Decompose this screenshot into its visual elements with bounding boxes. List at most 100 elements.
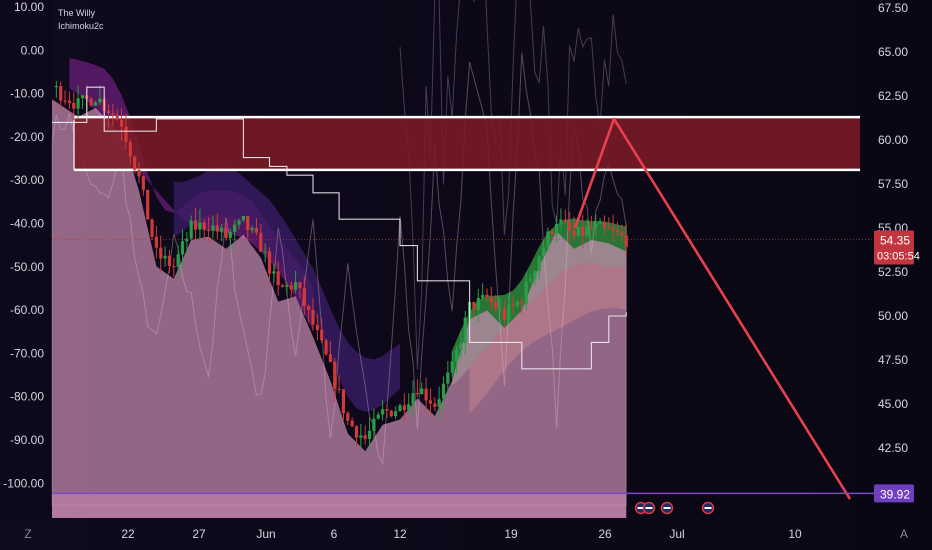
candle-body [189,220,193,239]
candle-body [54,86,58,88]
candle-body [263,251,267,253]
candle-body [472,301,476,310]
indicator-label-willy: The Willy [58,8,96,18]
candle-body [520,301,524,305]
left-axis-bg [0,0,52,518]
right-axis-tick: 67.50 [878,1,908,15]
candle-body [607,226,611,229]
candle-body [441,383,446,400]
candle-body [267,251,272,274]
candle-body [111,113,115,115]
candle-body [528,278,533,282]
candle-body [241,216,245,221]
candle-body [376,414,380,419]
candle-body [176,254,180,267]
axes: 10.00 0.00 -10.00 -20.00 -30.00 -40.00 -50.00 -… [0,0,909,541]
candle-body [315,324,319,330]
candle-body [311,309,315,325]
right-axis-tick: 62.50 [878,89,908,103]
left-axis-tick: 10.00 [14,0,44,14]
projection-line [52,117,874,500]
candle-body [320,329,324,341]
candle-body [602,222,607,227]
candle-body [424,388,428,401]
x-axis-tick: 26 [598,527,612,541]
candle-body [481,294,485,298]
candle-body [328,354,332,362]
candle-body [568,222,572,231]
candle-body [280,285,285,287]
candle-body [133,156,137,170]
candle-body [363,435,367,440]
candle-body [93,102,98,106]
price-tags: 54.35 03:05:54 39.92 [874,230,920,503]
right-axis-tick: 45.00 [878,397,908,411]
candle-body [415,393,419,395]
candle-body [559,219,563,224]
candle-body [128,141,132,157]
candle-body [159,247,163,259]
candle-body [350,420,354,427]
left-axis-tick: -70.00 [10,346,44,360]
candle-body [228,231,232,238]
support-level-tag [874,484,914,503]
x-axis-tick: 12 [393,527,407,541]
candle-body [198,222,202,230]
left-axis-tick: 0.00 [21,43,45,57]
candle-body [572,230,576,236]
event-flag-stripe [663,507,671,509]
left-axis-tick: -20.00 [10,130,44,144]
x-axis-tick: 19 [504,527,518,541]
event-flag-stripe [637,507,645,509]
candle-body [428,400,433,404]
left-axis-tick: -30.00 [10,173,44,187]
willy-area [51,0,627,518]
candle-body [89,98,93,106]
x-axis-tick: Jul [669,527,684,541]
candle-body [407,404,411,411]
candle-body [615,230,620,233]
candle-body [246,216,250,231]
candle-body [337,388,341,390]
candle-body [372,418,376,431]
candle-body [193,220,198,230]
candle-body [211,225,215,231]
candle-body [541,247,546,257]
candle-body [324,340,328,355]
candle-body [550,231,554,234]
candle-body [259,232,263,252]
candle-body [124,126,128,142]
candle-body [394,411,398,417]
candle-body [524,281,528,305]
candle-body [476,297,480,310]
candle-body [367,430,372,440]
candle-body [207,230,211,231]
candle-body [276,271,280,286]
candle-body [354,426,359,438]
right-axis-tick: 65.00 [878,45,908,59]
kijun-line [52,86,627,370]
candle-body [307,306,311,310]
candle-body [250,227,254,231]
candle-body [385,409,389,411]
event-flag-stripe [645,507,653,509]
candle-body [511,304,515,306]
willy-bottom-band [52,493,627,518]
candle-body [450,361,454,373]
candle-body [598,222,602,224]
candle-body [285,285,289,287]
candle-body [137,169,141,177]
candle-body [302,288,306,307]
right-axis-tick: 57.50 [878,177,908,191]
candle-body [341,389,346,414]
candle-body [172,266,176,268]
willy-base-area [52,99,627,518]
candle-body [80,95,85,99]
candle-body [398,405,402,412]
candle-body [224,227,228,238]
candle-body [254,227,259,233]
candle-body [433,403,437,407]
candle-body [72,103,76,109]
cloud-band-bear-upper [173,166,400,412]
